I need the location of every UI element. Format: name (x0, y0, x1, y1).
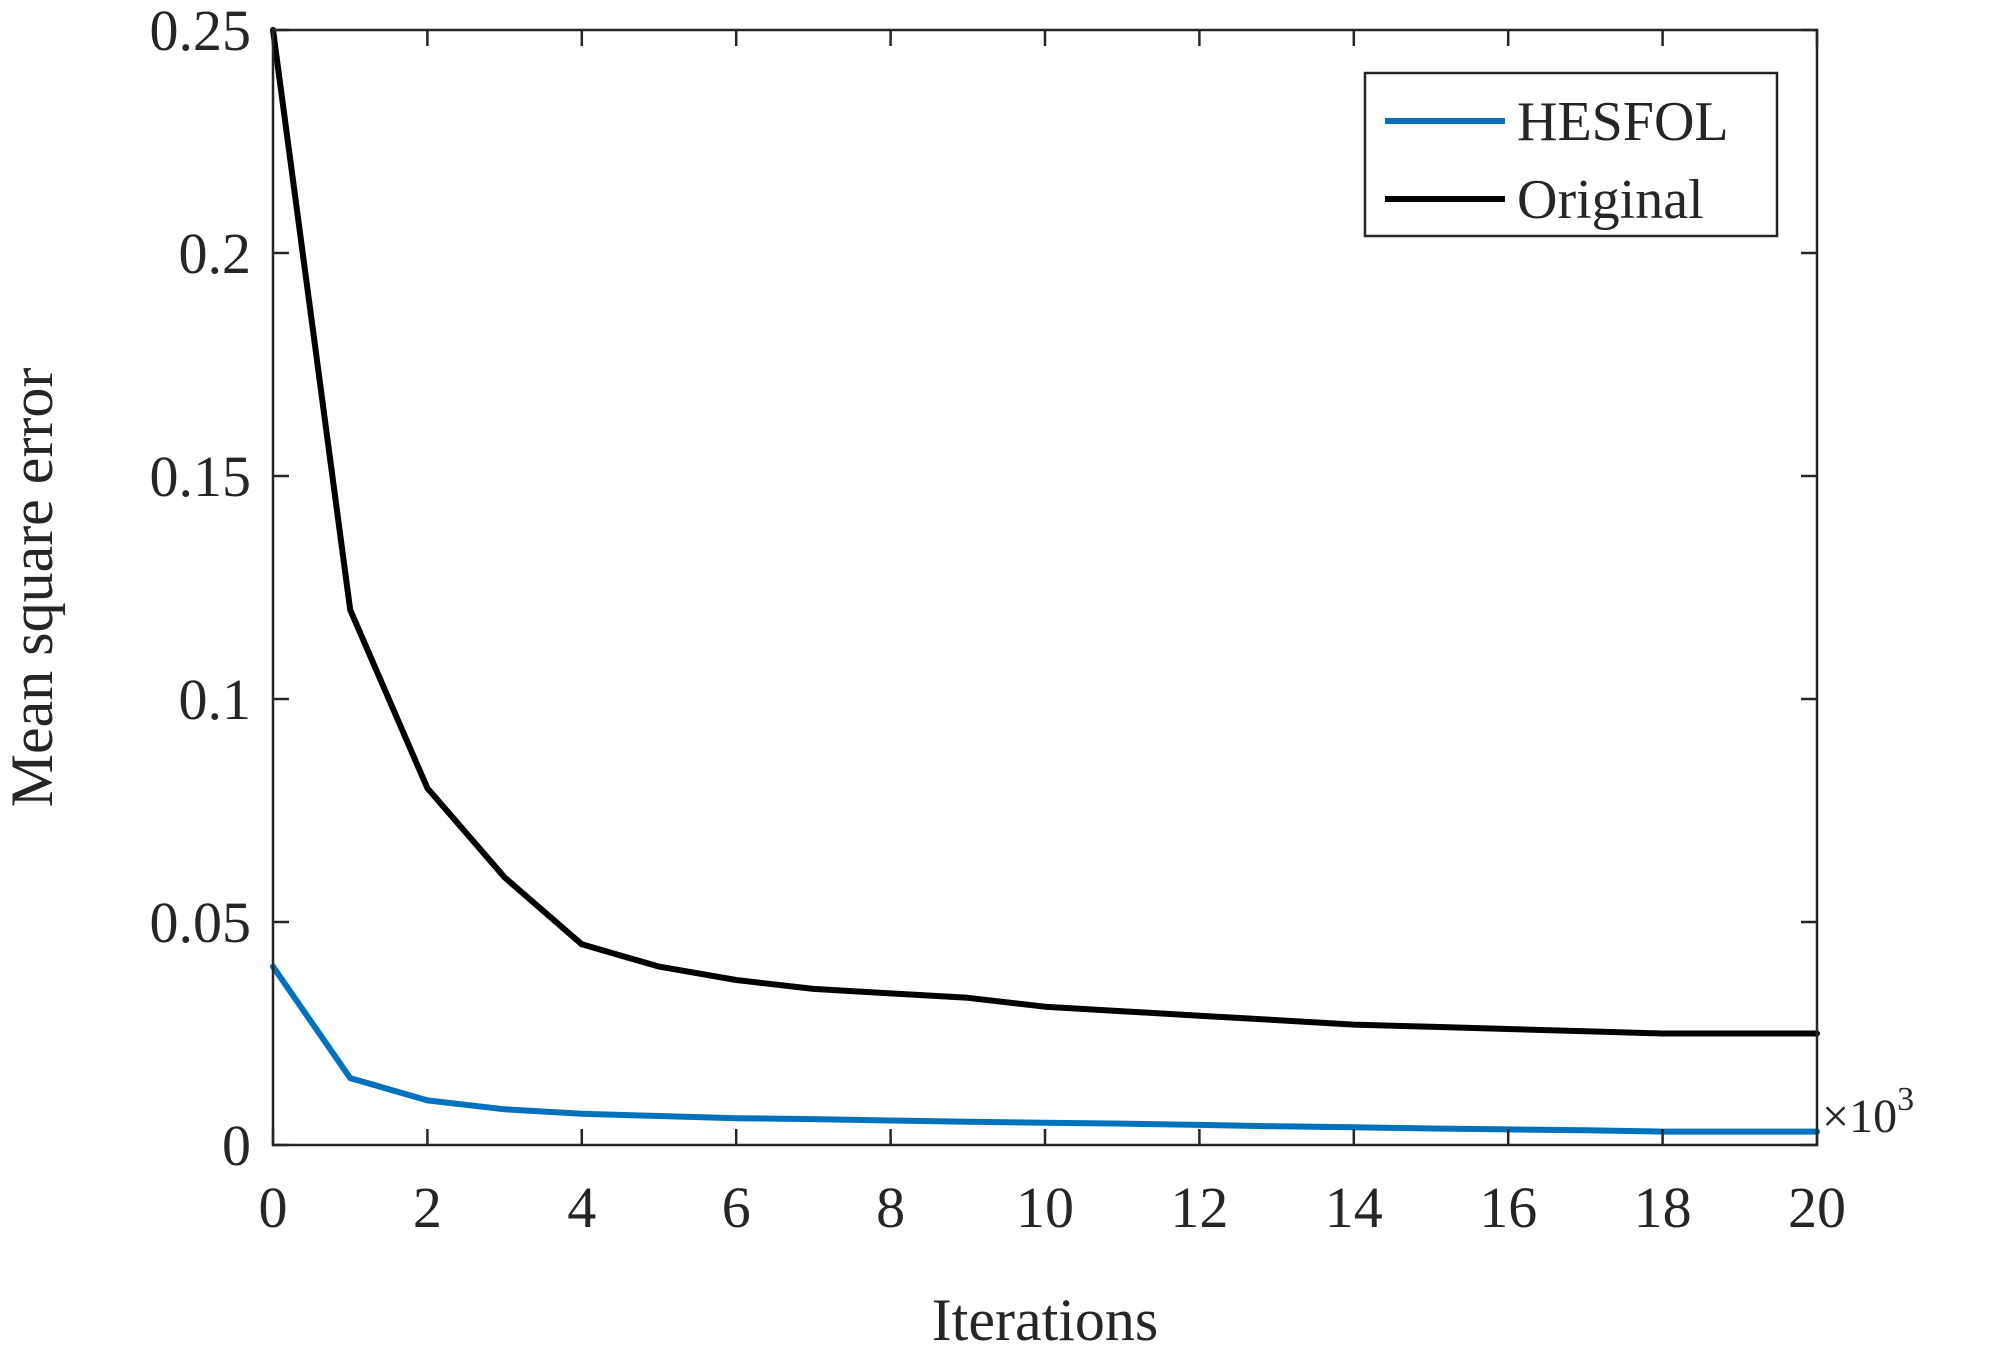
legend-label-original: Original (1517, 169, 1704, 231)
y-tick-label: 0.15 (150, 444, 252, 509)
x-tick-label: 6 (722, 1175, 751, 1240)
y-tick-label: 0 (222, 1113, 251, 1178)
legend-box (1363, 71, 1779, 238)
y-tick-label: 0.2 (179, 221, 252, 286)
series-line-hesfol (270, 963, 1820, 1135)
legend-label-hesfol: HESFOL (1517, 91, 1729, 153)
y-tick-label: 0.1 (179, 667, 252, 732)
x-axis-title: Iterations (932, 1287, 1159, 1353)
x-tick-label: 0 (259, 1175, 288, 1240)
x-tick-label: 10 (1016, 1175, 1074, 1240)
x-tick-label: 16 (1479, 1175, 1537, 1240)
legend: HESFOL Original (1363, 71, 1779, 238)
plot-area (270, 27, 1820, 1135)
x-axis-multiplier: ×103 (1822, 1081, 1914, 1143)
x-axis-multiplier-exponent: 3 (1897, 1081, 1914, 1118)
y-tick-label: 0.05 (150, 890, 252, 955)
y-tick-label: 0.25 (150, 0, 252, 63)
axes: 0 2 4 6 8 10 12 14 16 18 20 0 0.05 0.1 0.15 0.2 0.25 (150, 0, 1847, 1240)
x-tick-label: 20 (1788, 1175, 1846, 1240)
y-axis-title: Mean square error (0, 368, 65, 808)
x-axis-multiplier-base: ×10 (1822, 1090, 1897, 1143)
x-tick-label: 2 (413, 1175, 442, 1240)
x-tick-label: 18 (1634, 1175, 1692, 1240)
x-tick-label: 14 (1325, 1175, 1383, 1240)
x-tick-label: 4 (567, 1175, 596, 1240)
x-tick-label: 12 (1170, 1175, 1228, 1240)
x-tick-label: 8 (876, 1175, 905, 1240)
series-line-original (270, 27, 1820, 1037)
